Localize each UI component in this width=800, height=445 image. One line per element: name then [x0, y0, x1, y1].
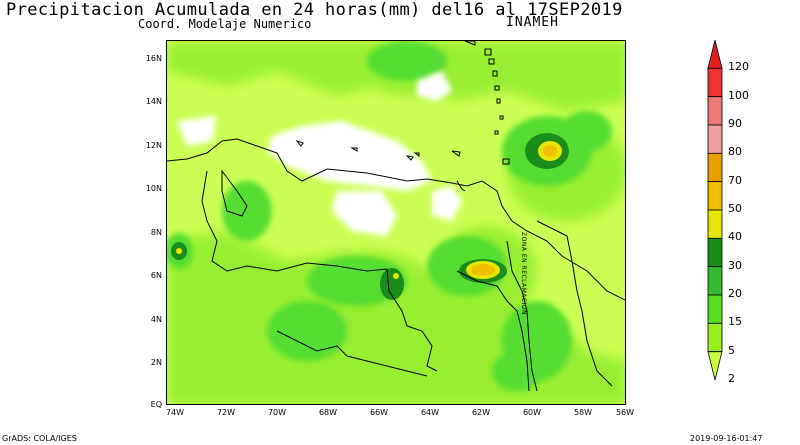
lon-label-68w: 68W — [318, 408, 338, 417]
lat-label-14n: 14N — [145, 97, 162, 106]
legend-label-20: 20 — [728, 287, 742, 300]
lon-label-74w: 74W — [165, 408, 185, 417]
zone-label: ZONA EN RECLAMACION — [520, 232, 527, 316]
legend-label-90: 90 — [728, 117, 742, 130]
legend-label-5: 5 — [728, 343, 735, 357]
legend-swatch-2 — [707, 351, 723, 381]
lon-label-60w: 60W — [522, 408, 542, 417]
no-precip-regions — [177, 71, 462, 236]
legend-swatch-15 — [707, 294, 723, 324]
footer-timestamp: 2019-09-16-01:47 — [690, 434, 763, 443]
precipitation-map — [166, 40, 626, 405]
legend-swatch-100 — [707, 67, 723, 98]
lat-label-6n: 6N — [150, 271, 162, 280]
lat-label-2n: 2N — [150, 358, 162, 367]
legend-label-70: 70 — [728, 173, 742, 187]
legend-label-100: 100 — [728, 88, 749, 102]
legend-swatch-90 — [707, 96, 723, 126]
precip-legend — [707, 40, 723, 381]
legend-label-2: 2 — [728, 372, 735, 385]
legend-swatch-50 — [707, 181, 723, 211]
lat-label-8n: 8N — [150, 228, 162, 237]
legend-swatch-30 — [707, 237, 723, 268]
lat-label-4n: 4N — [150, 315, 162, 324]
legend-swatch-5 — [707, 322, 723, 353]
map-title: Precipitacion Acumulada en 24 horas(mm) … — [6, 0, 623, 20]
legend-swatch-120 — [707, 40, 723, 69]
footer-credit: GrADS: COLA/IGES — [2, 434, 77, 443]
lat-label-16n: 16N — [145, 54, 162, 63]
heavy-precip-cores — [171, 133, 569, 300]
lon-label-70w: 70W — [267, 408, 287, 417]
lon-label-58w: 58W — [573, 408, 593, 417]
legend-swatch-20 — [707, 266, 723, 296]
caribbean-islands — [295, 41, 510, 165]
lon-label-66w: 66W — [369, 408, 389, 417]
map-canvas — [167, 41, 625, 404]
agency-label: INAMEH — [506, 15, 559, 30]
lat-label-eq: EQ — [150, 400, 162, 409]
lat-label-10n: 10N — [145, 184, 162, 193]
lon-label-72w: 72W — [216, 408, 236, 417]
lon-label-62w: 62W — [471, 408, 491, 417]
legend-swatch-40 — [707, 209, 723, 239]
map-subtitle: Coord. Modelaje Numerico — [138, 17, 312, 31]
legend-label-120: 120 — [728, 60, 749, 74]
lat-label-12n: 12N — [145, 141, 162, 150]
legend-label-30: 30 — [728, 258, 742, 272]
legend-label-40: 40 — [728, 230, 742, 244]
legend-label-15: 15 — [728, 315, 742, 329]
coastline-borders — [167, 138, 625, 392]
legend-label-80: 80 — [728, 145, 742, 159]
lon-label-64w: 64W — [420, 408, 440, 417]
legend-swatch-70 — [707, 152, 723, 183]
legend-color-bar — [707, 40, 723, 381]
lon-label-56w: 56W — [615, 408, 635, 417]
legend-label-50: 50 — [728, 202, 742, 215]
legend-swatch-80 — [707, 124, 723, 154]
